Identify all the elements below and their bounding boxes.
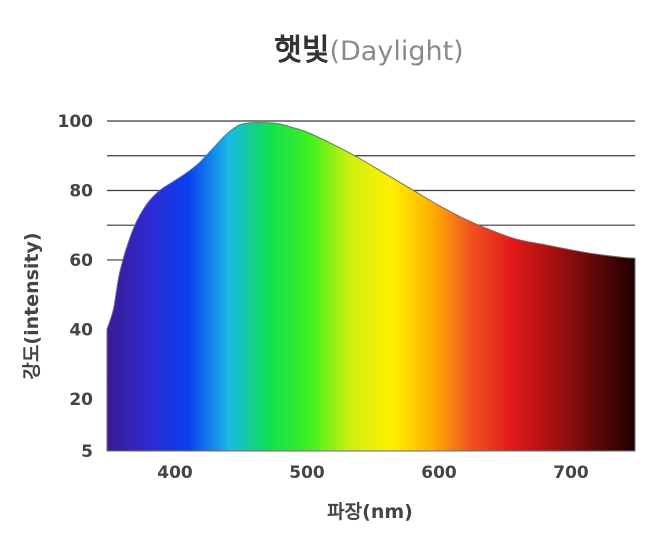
y-axis-ticks: 100 80 60 40 20 5 [58,112,94,462]
y-tick-label-100: 100 [58,112,94,132]
x-axis-label: 파장(nm) [327,501,413,523]
y-axis-label: 강도(intensity) [21,232,43,379]
y-tick-label-5: 5 [81,442,93,462]
chart-title-text: 햇빛(Daylight) [274,33,463,68]
y-tick-label-20: 20 [69,390,93,410]
spectrum-area [106,121,636,452]
y-tick-label-80: 80 [69,181,93,201]
chart-title-main: 햇빛 [274,33,329,68]
x-tick-label-400: 400 [157,463,193,483]
y-tick-label-60: 60 [69,251,93,271]
chart-title-sub: (Daylight) [329,36,463,67]
x-tick-label-700: 700 [553,463,589,483]
x-tick-label-600: 600 [421,463,457,483]
x-axis-ticks: 400 500 600 700 [157,463,589,483]
chart-title: 햇빛(Daylight) [274,33,463,68]
x-tick-label-500: 500 [289,463,325,483]
y-tick-label-40: 40 [69,320,93,340]
